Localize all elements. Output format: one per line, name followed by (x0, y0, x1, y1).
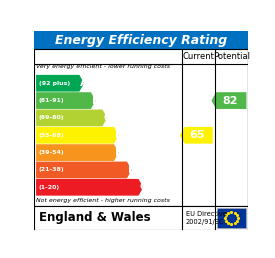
Text: 65: 65 (190, 130, 205, 140)
Text: Energy Efficiency Rating: Energy Efficiency Rating (55, 34, 227, 47)
Polygon shape (36, 144, 119, 161)
Text: England & Wales: England & Wales (39, 211, 150, 224)
Text: B: B (92, 95, 100, 106)
Text: D: D (115, 130, 124, 140)
Text: Not energy efficient - higher running costs: Not energy efficient - higher running co… (36, 198, 170, 203)
Text: (1-20): (1-20) (39, 185, 60, 190)
Polygon shape (36, 127, 119, 144)
Text: (81-91): (81-91) (39, 98, 64, 103)
Polygon shape (180, 127, 213, 144)
Bar (34, 31, 248, 50)
Text: Very energy efficient - lower running costs: Very energy efficient - lower running co… (36, 64, 170, 69)
Text: 82: 82 (222, 95, 238, 106)
Polygon shape (211, 92, 246, 109)
Text: G: G (139, 182, 148, 192)
Polygon shape (36, 92, 96, 109)
Text: F: F (128, 165, 135, 175)
Bar (34, 206, 248, 230)
Polygon shape (36, 75, 84, 92)
Text: (92 plus): (92 plus) (39, 81, 70, 86)
Text: (55-68): (55-68) (39, 133, 64, 138)
Text: (69-80): (69-80) (39, 115, 64, 120)
Bar (217, 208, 246, 228)
Text: Potential: Potential (213, 52, 250, 61)
Text: (21-38): (21-38) (39, 167, 64, 172)
Text: C: C (103, 113, 111, 123)
Polygon shape (36, 162, 132, 178)
Text: (39-54): (39-54) (39, 150, 64, 155)
Text: Current: Current (183, 52, 214, 61)
Polygon shape (36, 110, 107, 126)
Polygon shape (36, 179, 143, 196)
Text: A: A (80, 78, 89, 88)
Bar (34, 50, 248, 206)
Text: EU Directive
2002/91/EC: EU Directive 2002/91/EC (186, 211, 227, 225)
Text: E: E (115, 148, 122, 158)
